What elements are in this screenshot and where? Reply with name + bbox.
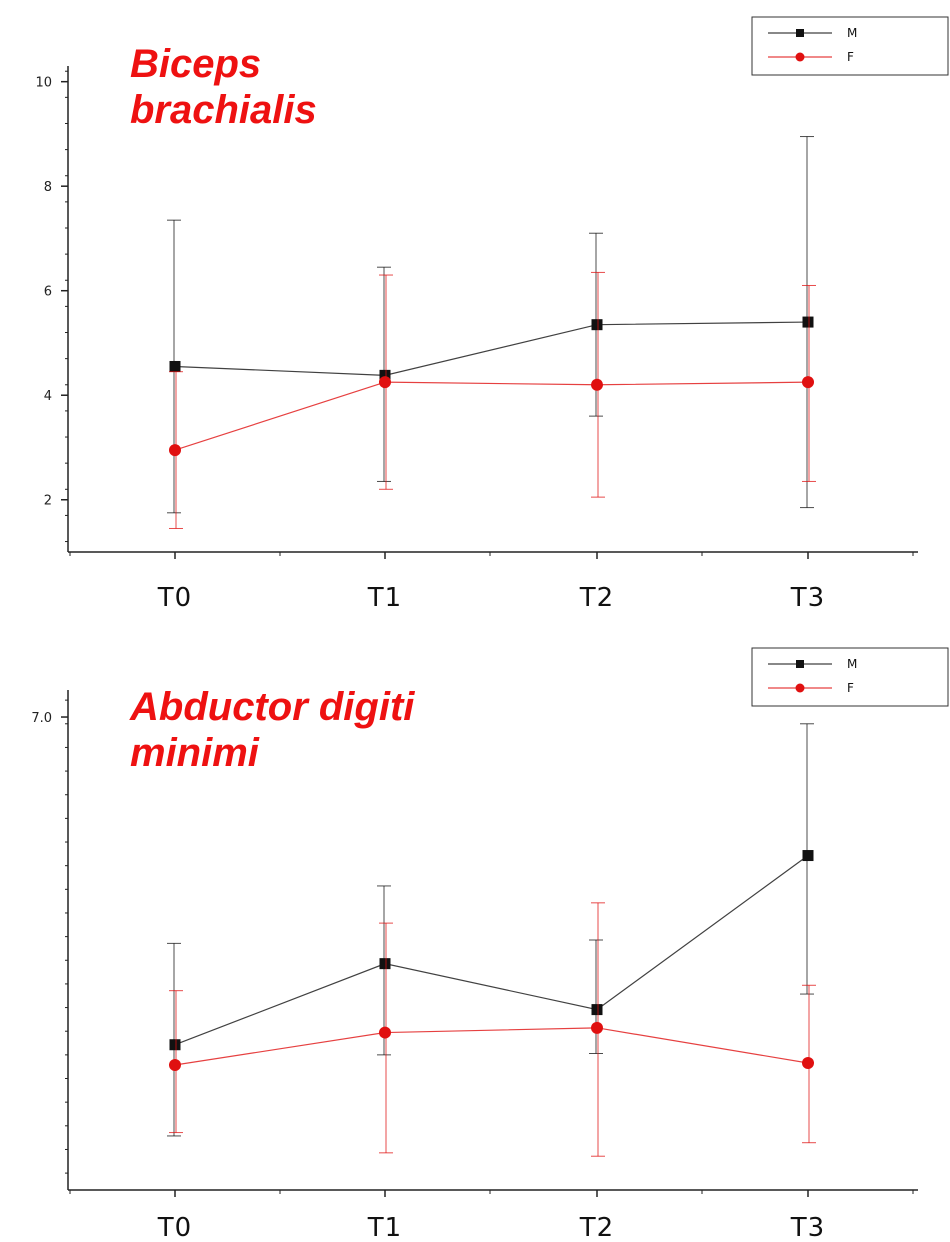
chart-panel-biceps: 2 4 6 8 10 T0 T1 T2 T3 M F Biceps brachialis: [35, 16, 949, 613]
y-tick-label: 2: [44, 494, 52, 509]
x-tick-label: T0: [157, 583, 192, 613]
chart-biceps-brachialis: 2 4 6 8 10 T0 T1 T2 T3 MF: [35, 16, 949, 613]
data-point: [802, 850, 814, 862]
legend-label: F: [847, 50, 854, 64]
data-point: [169, 360, 181, 372]
y-tick-label: 10: [35, 76, 52, 91]
x-tick-label: T3: [790, 583, 825, 613]
data-point: [169, 444, 181, 457]
series-line: [174, 855, 809, 1046]
chart-title: Abductor digiti minimi: [130, 685, 415, 775]
series-line: [174, 1027, 809, 1066]
chart-title: Biceps brachialis: [130, 42, 317, 132]
data-point: [379, 369, 391, 381]
data-point: [802, 1056, 814, 1069]
chart-panel-abductor: 7.0 T0 T1 T2 T3 M F Abductor digiti minimi: [0, 621, 950, 1242]
x-tick-label: T1: [367, 1213, 402, 1242]
legend-label: F: [847, 681, 854, 695]
legend-box: [751, 647, 949, 707]
x-tick-label: T1: [367, 583, 402, 613]
legend-label: M: [847, 657, 857, 671]
data-point: [591, 1021, 603, 1034]
legend-marker: [795, 683, 805, 693]
legend-marker: [795, 52, 805, 62]
data-point: [379, 1026, 391, 1039]
data-point: [169, 1059, 181, 1071]
y-tick-label: 6: [44, 285, 52, 300]
data-point: [379, 376, 391, 389]
x-tick-label: T2: [579, 1213, 614, 1242]
legend-marker: [796, 29, 804, 37]
data-point: [169, 1039, 181, 1051]
series-line: [174, 381, 809, 451]
x-tick-label: T3: [790, 1213, 825, 1242]
data-point: [591, 319, 603, 331]
y-tick-label: 7.0: [31, 711, 52, 726]
data-point: [591, 378, 603, 391]
chart-abductor-digiti-minimi: 7.0 T0 T1 T2 T3 MF: [31, 647, 949, 1242]
data-point: [379, 958, 391, 970]
x-tick-label: T2: [579, 583, 614, 613]
x-tick-label: T0: [157, 1213, 192, 1242]
legend-box: [751, 16, 949, 76]
data-point: [802, 316, 814, 328]
legend-marker: [796, 660, 804, 668]
data-point: [802, 376, 814, 389]
series-line: [174, 321, 809, 376]
y-tick-label: 4: [44, 389, 52, 404]
legend-label: M: [847, 26, 857, 40]
y-tick-label: 8: [44, 180, 52, 195]
data-point: [591, 1004, 603, 1016]
